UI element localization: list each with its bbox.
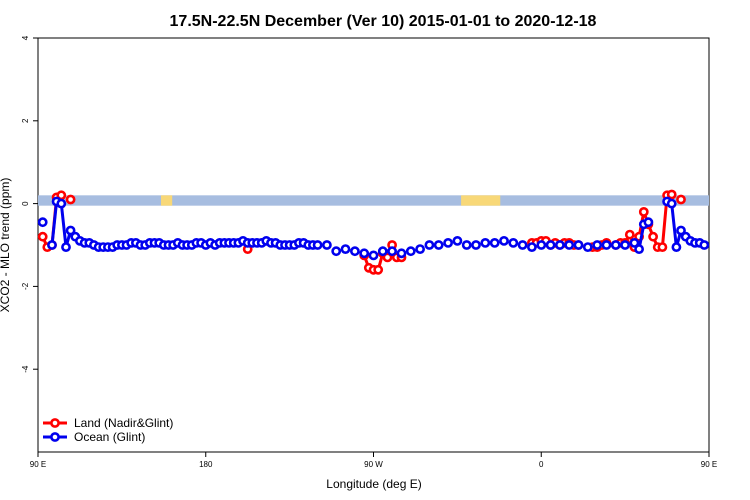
series-1-point-61: [340, 244, 351, 254]
series-1-point-67: [396, 248, 407, 259]
series-1-point-5: [65, 225, 76, 236]
y-tick-label-1: 2: [21, 118, 30, 123]
x-tick-label-1: 180: [199, 460, 213, 469]
series-1-point-87: [582, 242, 593, 252]
series-1-point-59: [321, 240, 332, 250]
series-1-point-89: [601, 240, 612, 250]
y-tick-label-3: -2: [21, 282, 30, 290]
series-0-point-12: [382, 252, 393, 263]
series-1-point-91: [620, 240, 630, 250]
series-1-point-81: [527, 242, 537, 252]
series-1-point-78: [499, 235, 509, 246]
series-1-point-74: [461, 240, 472, 250]
series-1-point-69: [415, 244, 425, 254]
series-1-point-95: [643, 217, 654, 228]
series-0-point-5: [65, 194, 76, 205]
series-1-point-65: [377, 246, 388, 257]
series-0-point-34: [624, 229, 635, 240]
series-1-point-3: [56, 198, 67, 209]
series-1-point-73: [452, 235, 463, 246]
y-tick-label-0: 4: [21, 35, 30, 40]
series-1-point-88: [592, 240, 603, 250]
series-1-point-70: [424, 240, 435, 250]
series-1-point-86: [573, 240, 584, 250]
x-tick-label-3: 0: [539, 460, 544, 469]
series-0-point-41: [657, 242, 668, 252]
series-1-point-98: [671, 242, 682, 252]
series-1-point-68: [405, 246, 416, 257]
series-1-point-0: [37, 217, 48, 228]
legend-label-ocean: Ocean (Glint): [74, 430, 145, 444]
land-segment-0: [161, 195, 173, 206]
y-tick-label-4: -4: [21, 365, 30, 373]
series-1-point-1: [47, 240, 57, 250]
series-1-point-77: [489, 237, 500, 248]
series-1-point-84: [555, 240, 565, 250]
x-tick-label-0: 90 E: [30, 460, 46, 469]
legend: Land (Nadir&Glint) Ocean (Glint): [43, 416, 173, 444]
series-1-point-79: [508, 237, 519, 248]
chart-title: 17.5N-22.5N December (Ver 10) 2015-01-01…: [170, 13, 597, 30]
land-segment-1: [461, 195, 501, 206]
series-1-point-82: [536, 240, 547, 250]
series-0-point-39: [648, 231, 658, 242]
series-1-point-99: [676, 225, 686, 236]
series-1-point-90: [610, 240, 621, 250]
land-ocean-mask: [38, 195, 709, 206]
series-1-point-4: [61, 242, 71, 252]
series-1-point-72: [443, 237, 453, 248]
series-1-point-62: [349, 246, 360, 257]
series-0-point-0: [37, 231, 48, 242]
series-1-point-60: [331, 246, 342, 257]
legend-marker-land: [50, 418, 60, 428]
series-1-point-71: [433, 240, 444, 250]
series-1-point-85: [564, 240, 575, 250]
x-axis-label: Longitude (deg E): [326, 477, 421, 491]
series-0-point-37: [638, 206, 649, 217]
x-tick-label-4: 90 E: [701, 460, 717, 469]
series-0-point-44: [676, 194, 686, 205]
series-1-point-76: [480, 237, 491, 248]
series-1-point-93: [634, 244, 644, 254]
series-1-point-97: [666, 198, 677, 209]
series-1-point-64: [368, 250, 379, 261]
legend-label-land: Land (Nadir&Glint): [74, 416, 173, 430]
legend-marker-ocean: [50, 432, 60, 442]
series-1-point-83: [545, 240, 556, 250]
ocean-band: [38, 195, 709, 206]
y-axis: 4 2 0 -2 -4: [21, 35, 38, 373]
y-axis-label: XCO2 - MLO trend (ppm): [0, 178, 12, 313]
series-1-point-75: [471, 240, 481, 250]
series-1-point-104: [699, 240, 710, 250]
series-1-point-92: [629, 237, 640, 248]
series-0-point-10: [373, 264, 384, 275]
y-tick-label-2: 0: [21, 201, 30, 206]
series-1-point-80: [517, 240, 528, 250]
series-0-point-43: [666, 189, 677, 200]
data-series: [37, 189, 710, 275]
x-tick-label-2: 90 W: [364, 460, 383, 469]
series-1-point-63: [359, 248, 370, 259]
series-1-point-58: [312, 240, 323, 250]
series-1-point-66: [387, 246, 397, 257]
